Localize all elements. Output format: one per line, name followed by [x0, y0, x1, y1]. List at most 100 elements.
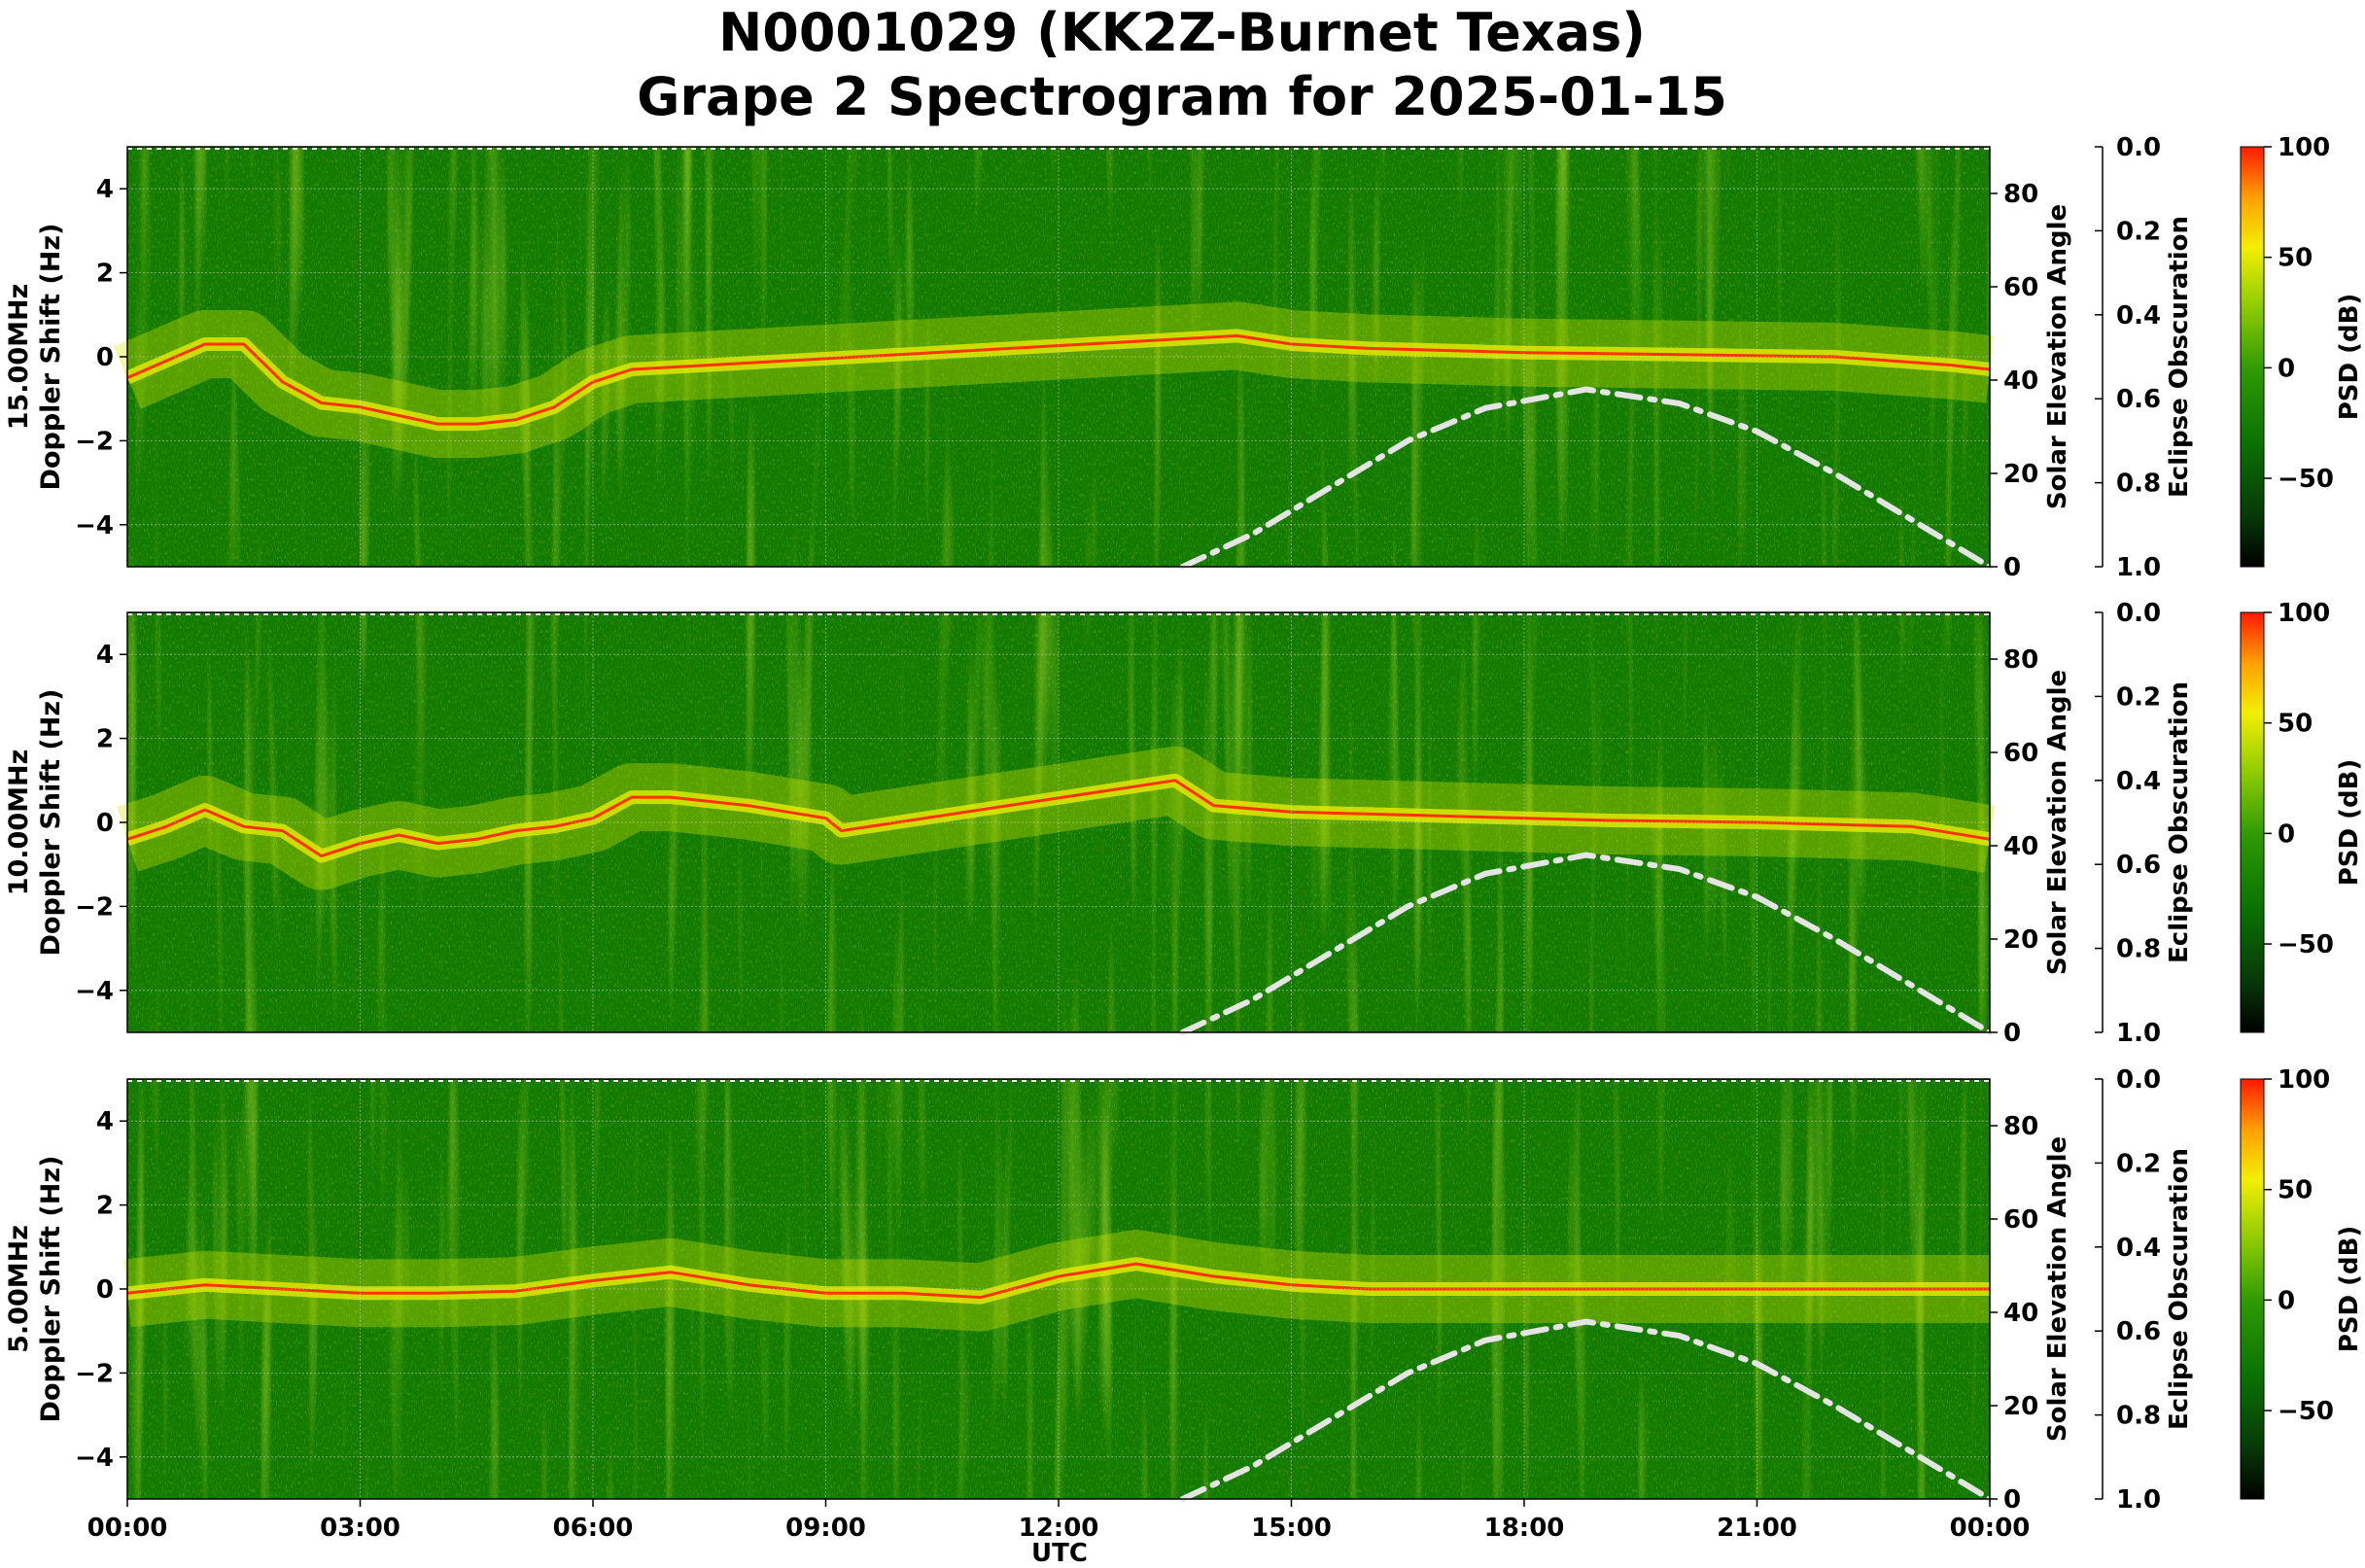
y-tick-label: 4 — [96, 1107, 114, 1136]
y2-tick-label: 20 — [2003, 925, 2038, 955]
y-tick-label: 0 — [96, 343, 114, 372]
y-axis-label: 5.00MHzDoppler Shift (Hz) — [4, 1156, 66, 1423]
y3-tick-label: 0.2 — [2116, 217, 2161, 246]
y2-tick-label: 40 — [2003, 366, 2038, 396]
solar-elevation-curve — [1179, 386, 1993, 570]
y2-tick-label: 20 — [2003, 1392, 2038, 1421]
colorbar-tick-label: 100 — [2278, 133, 2330, 162]
y-tick-label: −4 — [75, 1444, 114, 1473]
y3-tick-label: 1.0 — [2116, 553, 2161, 582]
y3-tick-label: 0.2 — [2116, 682, 2161, 712]
colorbar-tick-label: 50 — [2278, 710, 2313, 739]
x-axis-label: UTC — [1031, 1539, 1088, 1568]
colorbar-tick-label: 100 — [2278, 1065, 2330, 1095]
panel-ylabel: Doppler Shift (Hz) — [36, 1156, 66, 1423]
panel-frequency: 15.00MHz — [4, 284, 34, 431]
x-tick-label: 00:00 — [1950, 1514, 2031, 1543]
y3-tick-label: 0.6 — [2116, 851, 2161, 880]
colorbar-tick-label: 50 — [2278, 1176, 2313, 1205]
y2-tick-label: 60 — [2003, 273, 2038, 302]
y2-tick-label: 40 — [2003, 832, 2038, 861]
y-tick-label: 4 — [96, 175, 114, 204]
x-tick-label: 21:00 — [1717, 1514, 1797, 1543]
title-line-2: Grape 2 Spectrogram for 2025-01-15 — [637, 66, 1727, 127]
x-tick-label: 15:00 — [1251, 1514, 1332, 1543]
y2-tick-label: 80 — [2003, 180, 2038, 209]
colorbar-tick-label: 0 — [2278, 819, 2295, 849]
y-axis-label: 10.00MHzDoppler Shift (Hz) — [4, 689, 66, 957]
y-tick-label: 2 — [96, 260, 114, 289]
y2-tick-label: 60 — [2003, 1205, 2038, 1235]
panel-ylabel: Doppler Shift (Hz) — [36, 224, 66, 491]
x-tick-label: 03:00 — [320, 1514, 400, 1543]
panel-2: 420−2−45.00MHzDoppler Shift (Hz)80604020… — [4, 1065, 2364, 1515]
y3-tick-label: 0.8 — [2116, 935, 2161, 964]
y3-tick-label: 0.0 — [2116, 133, 2161, 162]
y3-tick-label: 1.0 — [2116, 1019, 2161, 1048]
y2-tick-label: 0 — [2003, 1485, 2021, 1515]
y2-tick-label: 0 — [2003, 1019, 2021, 1048]
colorbar-tick-label: −50 — [2278, 930, 2334, 959]
y3-tick-label: 0.2 — [2116, 1149, 2161, 1178]
obscuration-label: Eclipse Obscuration — [2165, 216, 2194, 498]
panel-ylabel: Doppler Shift (Hz) — [36, 689, 66, 957]
y-tick-label: −2 — [75, 892, 114, 922]
y3-tick-label: 0.0 — [2116, 1065, 2161, 1095]
y2-tick-label: 60 — [2003, 739, 2038, 768]
y3-tick-label: 0.8 — [2116, 1402, 2161, 1431]
panel-frequency: 10.00MHz — [4, 749, 34, 896]
carrier-trace — [126, 333, 1991, 426]
obscuration-label: Eclipse Obscuration — [2165, 1148, 2194, 1430]
y-tick-label: −2 — [75, 427, 114, 456]
y-tick-label: −4 — [75, 511, 114, 540]
y3-tick-label: 0.0 — [2116, 599, 2161, 628]
colorbar-tick-label: −50 — [2278, 1397, 2334, 1426]
y3-tick-label: 0.8 — [2116, 470, 2161, 499]
y3-tick-label: 0.4 — [2116, 301, 2161, 331]
colorbar-label: PSD (dB) — [2335, 1226, 2364, 1353]
y3-tick-label: 0.4 — [2116, 767, 2161, 796]
solar-elevation-curve — [1179, 852, 1993, 1035]
title-line-1: N0001029 (KK2Z-Burnet Texas) — [718, 2, 1646, 63]
y-tick-label: 2 — [96, 725, 114, 754]
colorbar-tick-label: 0 — [2278, 1286, 2295, 1315]
x-tick-label: 18:00 — [1484, 1514, 1565, 1543]
x-tick-label: 06:00 — [553, 1514, 634, 1543]
solar-elevation-label: Solar Elevation Angle — [2043, 204, 2072, 509]
y3-tick-label: 0.4 — [2116, 1234, 2161, 1263]
colorbar — [2240, 1078, 2265, 1500]
colorbar-tick-label: 100 — [2278, 599, 2330, 628]
colorbar-tick-label: 50 — [2278, 244, 2313, 273]
obscuration-label: Eclipse Obscuration — [2165, 681, 2194, 963]
x-tick-label: 09:00 — [785, 1514, 866, 1543]
colorbar-tick-label: −50 — [2278, 465, 2334, 494]
y-tick-label: 2 — [96, 1192, 114, 1221]
y2-tick-label: 80 — [2003, 645, 2038, 675]
x-tick-label: 00:00 — [87, 1514, 168, 1543]
panels-group: 420−2−415.00MHzDoppler Shift (Hz)8060402… — [4, 133, 2364, 1543]
colorbar-label: PSD (dB) — [2335, 759, 2364, 887]
y2-tick-label: 20 — [2003, 460, 2038, 489]
colorbar — [2240, 611, 2265, 1033]
colorbar — [2240, 146, 2265, 568]
y3-tick-label: 0.6 — [2116, 385, 2161, 414]
x-tick-label: 12:00 — [1019, 1514, 1099, 1543]
panel-frequency: 5.00MHz — [4, 1225, 34, 1353]
y-tick-label: −4 — [75, 977, 114, 1006]
colorbar-tick-label: 0 — [2278, 354, 2295, 383]
panel-1: 420−2−410.00MHzDoppler Shift (Hz)8060402… — [4, 599, 2364, 1048]
panel-0: 420−2−415.00MHzDoppler Shift (Hz)8060402… — [4, 133, 2364, 582]
colorbar-label: PSD (dB) — [2335, 294, 2364, 421]
y-tick-label: 4 — [96, 641, 114, 670]
y-axis-label: 15.00MHzDoppler Shift (Hz) — [4, 224, 66, 491]
y2-tick-label: 40 — [2003, 1299, 2038, 1328]
y-tick-label: 0 — [96, 809, 114, 838]
solar-elevation-label: Solar Elevation Angle — [2043, 670, 2072, 975]
y-tick-label: −2 — [75, 1359, 114, 1388]
y2-tick-label: 0 — [2003, 553, 2021, 582]
solar-elevation-label: Solar Elevation Angle — [2043, 1136, 2072, 1442]
carrier-trace — [126, 779, 1991, 858]
y2-tick-label: 80 — [2003, 1112, 2038, 1141]
y-tick-label: 0 — [96, 1275, 114, 1305]
